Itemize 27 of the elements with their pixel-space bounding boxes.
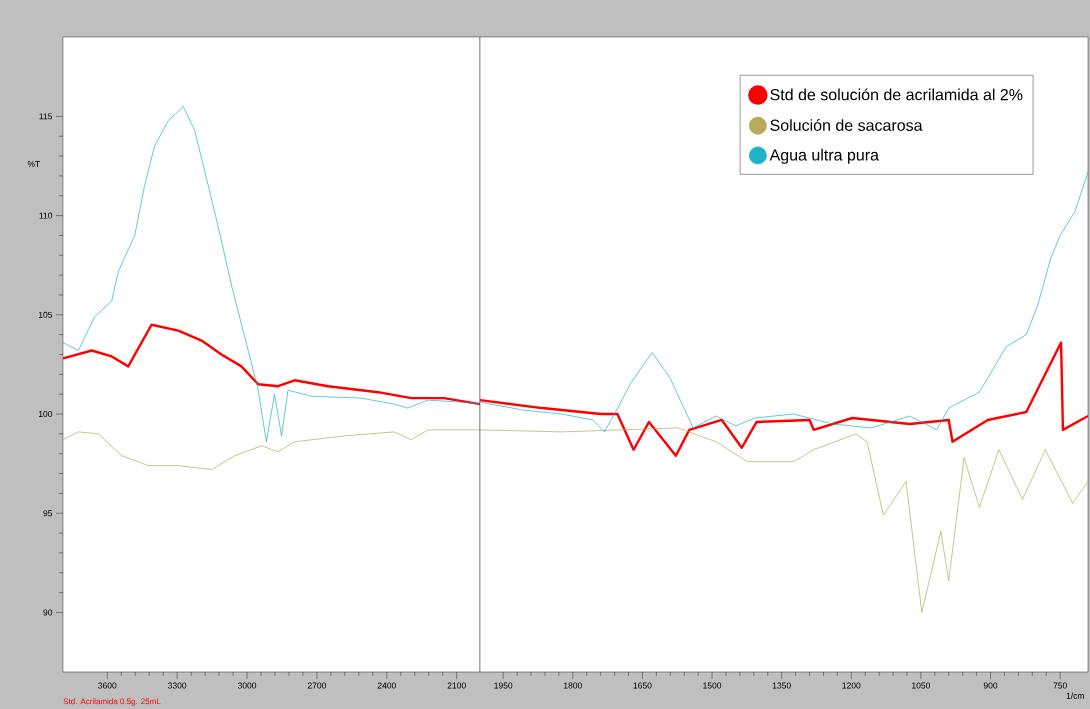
y-tick-label: 90 (43, 609, 53, 616)
y-tick-label: 115 (39, 113, 53, 120)
x-tick-label: 3000 (237, 682, 257, 689)
x-tick-label: 1050 (912, 682, 931, 689)
x-tick-label: 2100 (447, 682, 466, 689)
x-tick-label: 1800 (564, 682, 582, 689)
x-tick-label: 1200 (842, 682, 861, 689)
legend-label: Std de solución de acrilamida al 2% (770, 88, 1023, 101)
x-tick-label: 2700 (307, 682, 327, 689)
x-tick-label: 3300 (168, 682, 187, 689)
x-tick-label: 750 (1053, 682, 1067, 689)
x-tick-label: 1500 (703, 682, 722, 689)
y-tick-label: 95 (43, 510, 53, 517)
x-tick-label: 2400 (377, 682, 396, 689)
y-tick-label: 100 (38, 411, 53, 418)
x-tick-label: 1350 (772, 682, 791, 689)
x-tick-label: 900 (983, 682, 998, 689)
legend-label: Solución de sacarosa (770, 119, 923, 131)
y-tick-label: 110 (39, 212, 53, 219)
y-tick-label: 105 (38, 311, 53, 318)
y-axis-title: %T (27, 161, 40, 167)
x-tick-label: 1650 (633, 682, 652, 689)
x-axis-title: 1/cm (1066, 692, 1084, 699)
x-tick-label: 3600 (98, 682, 117, 689)
legend-label: Agua ultra pura (769, 148, 879, 164)
x-tick-label: 1950 (494, 682, 513, 689)
text: Std. Acrilamida 0.5g. 25mL (63, 698, 161, 706)
